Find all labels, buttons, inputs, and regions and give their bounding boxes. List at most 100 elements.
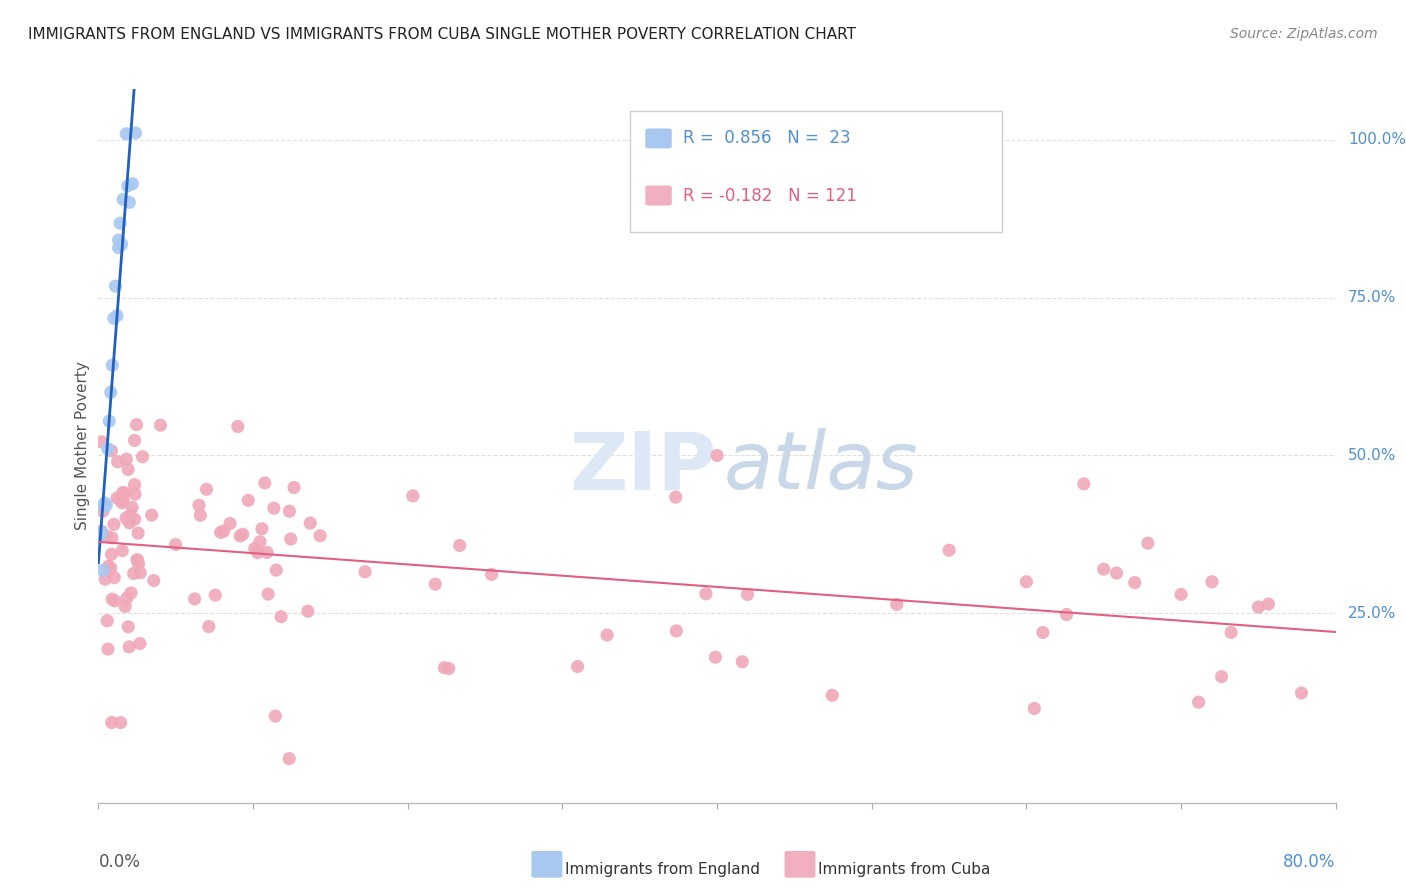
Point xyxy=(111,543,134,558)
Point xyxy=(101,531,124,545)
Point xyxy=(198,619,221,633)
Point xyxy=(706,449,728,463)
Point xyxy=(110,715,132,730)
Point xyxy=(93,499,115,513)
Point xyxy=(97,442,120,456)
Point xyxy=(117,462,139,476)
Point xyxy=(97,642,120,657)
Point xyxy=(1024,701,1046,715)
Point xyxy=(695,587,717,601)
Point xyxy=(112,493,135,508)
Point xyxy=(103,311,125,326)
Point xyxy=(110,491,132,505)
Point xyxy=(101,715,124,730)
Point xyxy=(121,500,143,515)
Point xyxy=(280,532,302,546)
Point xyxy=(1105,566,1128,580)
Point xyxy=(101,358,124,372)
Point xyxy=(107,241,129,255)
Point xyxy=(97,559,120,574)
Point xyxy=(263,501,285,516)
Point xyxy=(226,419,249,434)
Point xyxy=(212,524,235,538)
Point xyxy=(149,418,172,433)
Point xyxy=(94,572,117,586)
Point xyxy=(105,491,128,505)
Point xyxy=(232,527,254,541)
Point xyxy=(127,526,149,541)
Point xyxy=(90,525,112,540)
Point xyxy=(90,434,112,449)
Point xyxy=(111,485,134,500)
Point xyxy=(433,661,456,675)
Point xyxy=(1015,574,1038,589)
Point xyxy=(1220,625,1243,640)
Point xyxy=(229,529,252,543)
Point xyxy=(125,417,148,432)
Point xyxy=(96,529,118,543)
Point xyxy=(402,489,425,503)
Point xyxy=(107,233,129,247)
Point xyxy=(118,640,141,654)
Point xyxy=(115,127,138,141)
Point xyxy=(437,661,460,675)
FancyBboxPatch shape xyxy=(630,111,1001,232)
Point xyxy=(665,624,688,638)
Point xyxy=(90,524,112,539)
Text: atlas: atlas xyxy=(723,428,918,507)
Point xyxy=(104,594,127,608)
Text: 75.0%: 75.0% xyxy=(1348,290,1396,305)
Point xyxy=(112,193,135,207)
Point xyxy=(299,516,322,530)
Text: ZIP: ZIP xyxy=(569,428,717,507)
Point xyxy=(238,493,260,508)
Point xyxy=(111,496,134,510)
Point xyxy=(115,591,138,605)
Point xyxy=(129,637,152,651)
Point xyxy=(96,498,118,512)
Point xyxy=(257,587,280,601)
Point xyxy=(127,553,149,567)
Point xyxy=(100,443,122,458)
Point xyxy=(1211,670,1233,684)
Point xyxy=(297,604,319,618)
Point xyxy=(100,547,122,561)
Point xyxy=(114,599,136,614)
Point xyxy=(737,587,759,601)
Point xyxy=(118,516,141,530)
Point xyxy=(425,577,447,591)
Point xyxy=(103,571,125,585)
Point xyxy=(253,475,276,490)
Point xyxy=(1170,587,1192,601)
Point xyxy=(114,486,136,500)
Point xyxy=(1187,695,1209,709)
Point xyxy=(122,566,145,581)
Point xyxy=(821,688,844,702)
Point xyxy=(98,414,121,428)
Point xyxy=(129,566,152,580)
Point xyxy=(117,178,139,193)
Point xyxy=(1123,575,1146,590)
Point xyxy=(264,709,287,723)
Point xyxy=(91,563,114,577)
Point xyxy=(127,557,149,571)
Point xyxy=(124,487,146,501)
Text: R = -0.182   N = 121: R = -0.182 N = 121 xyxy=(683,186,856,204)
Point xyxy=(449,539,471,553)
Point xyxy=(256,545,278,559)
Point xyxy=(567,659,589,673)
Point xyxy=(120,586,142,600)
Point xyxy=(195,482,218,496)
FancyBboxPatch shape xyxy=(645,128,672,148)
Point xyxy=(283,480,305,494)
Point xyxy=(1247,600,1270,615)
Point xyxy=(96,614,118,628)
Point xyxy=(1056,607,1078,622)
Point xyxy=(309,529,332,543)
Point xyxy=(204,588,226,602)
Point xyxy=(188,498,211,512)
Text: 25.0%: 25.0% xyxy=(1348,606,1396,621)
Point xyxy=(243,541,266,556)
Text: 80.0%: 80.0% xyxy=(1284,853,1336,871)
Point xyxy=(1092,562,1115,576)
